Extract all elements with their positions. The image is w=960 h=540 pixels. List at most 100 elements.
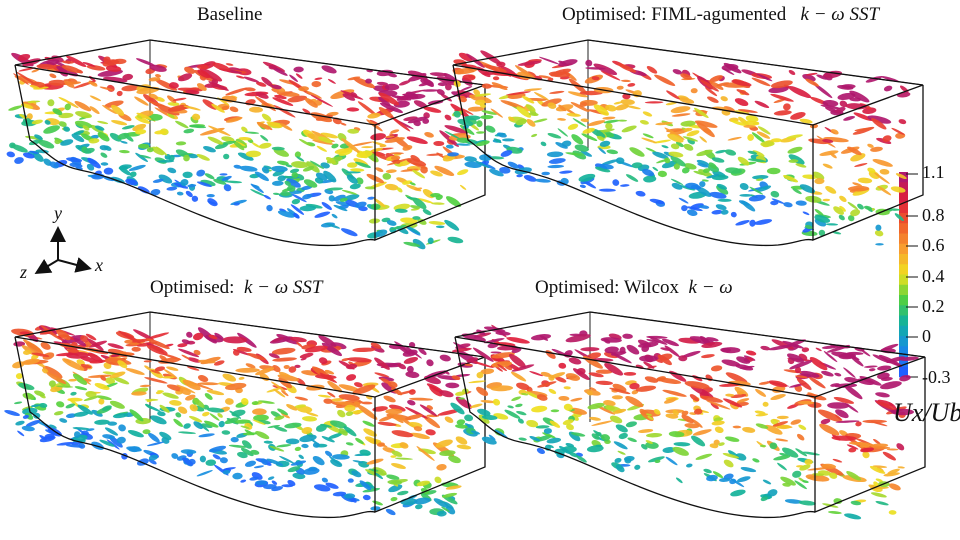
vortex-structure	[328, 433, 343, 439]
vortex-structure	[384, 183, 399, 191]
vortex-structure	[572, 368, 590, 381]
vortex-structure	[362, 420, 375, 427]
vortex-structure	[749, 219, 756, 227]
vortex-structure	[855, 421, 862, 427]
vortex-structure	[391, 463, 406, 469]
panel-title-baseline: Baseline	[197, 4, 263, 25]
vortex-structure	[395, 457, 413, 460]
vortex-structure	[221, 105, 230, 111]
vortex-structure	[258, 142, 272, 149]
vortex-structure	[185, 190, 193, 198]
vortex-structure	[86, 65, 106, 71]
vortex-structure	[768, 86, 789, 94]
vortex-structure	[377, 442, 385, 447]
vortex-structure	[41, 368, 49, 374]
vortex-structure	[207, 198, 218, 207]
vortex-structure	[150, 415, 167, 425]
panel-2	[444, 39, 924, 247]
colorbar-tick: 0	[922, 326, 931, 346]
vortex-structure	[340, 122, 347, 126]
vortex-structure	[683, 143, 694, 151]
vortex-structure	[245, 363, 256, 369]
vortex-structure	[49, 73, 57, 79]
vortex-structure	[107, 343, 124, 349]
vortex-structure	[427, 237, 434, 245]
vortex-structure	[600, 337, 622, 343]
vortex-structure	[346, 174, 358, 184]
vortex-structure	[47, 99, 55, 107]
vortex-structure	[782, 447, 799, 458]
vortex-structure	[296, 341, 303, 348]
vortex-structure	[794, 366, 802, 374]
vortex-structure	[745, 350, 757, 356]
vortex-structure	[754, 410, 766, 415]
colorbar-tick: 0.2	[922, 296, 945, 316]
vortex-structure	[307, 133, 324, 142]
vortex-structure	[224, 417, 239, 425]
vortex-structure	[492, 76, 500, 81]
vortex-structure	[157, 411, 166, 417]
vortex-structure	[722, 68, 735, 75]
vortex-structure	[224, 180, 243, 184]
vortex-structure	[686, 463, 693, 468]
vortex-structure	[635, 190, 646, 197]
vortex-structure	[223, 184, 232, 192]
vortex-structure	[732, 425, 742, 429]
vortex-structure	[56, 442, 75, 446]
vortex-structure	[167, 95, 177, 104]
vortex-structure	[629, 147, 645, 157]
vortex-structure	[555, 376, 567, 383]
vortex-structure	[127, 430, 144, 438]
vortex-structure	[180, 179, 189, 186]
vortex-structure	[331, 213, 338, 219]
vortex-structure	[143, 360, 152, 363]
vortex-structure	[193, 349, 201, 356]
vortex-structure	[574, 144, 589, 152]
vortex-structure	[833, 396, 855, 404]
vortex-structure	[298, 86, 309, 92]
vortex-structure	[461, 333, 486, 342]
vortex-structure	[700, 395, 723, 403]
vortex-structure	[847, 215, 855, 222]
vortex-structure	[780, 476, 796, 486]
vortex-structure	[725, 393, 735, 397]
vortex-structure	[693, 170, 706, 176]
vortex-structure	[352, 347, 376, 353]
vortex-structure	[192, 332, 204, 341]
vortex-structure	[146, 344, 168, 356]
vortex-structure	[844, 385, 863, 400]
vortex-structure	[706, 174, 720, 179]
vortex-structure	[312, 455, 325, 466]
vortex-structure	[792, 188, 802, 195]
vortex-structure	[131, 346, 141, 352]
vortex-structure	[474, 160, 490, 169]
vortex-structure	[638, 429, 654, 433]
vortex-structure	[670, 106, 691, 114]
vortex-structure	[6, 151, 16, 158]
vortex-structure	[119, 167, 132, 176]
vortex-structure	[311, 81, 322, 88]
vortex-structure	[151, 146, 165, 156]
vortex-structure	[429, 72, 448, 77]
vortex-structure	[439, 450, 456, 456]
vortex-structure	[523, 88, 543, 91]
vortex-structure	[457, 169, 469, 176]
vortex-structure	[255, 480, 268, 486]
vortex-structure	[413, 497, 431, 505]
vortex-structure	[854, 127, 873, 132]
vortex-structure	[273, 388, 286, 398]
vortex-structure	[426, 359, 434, 367]
vortex-structure	[612, 408, 627, 414]
vortex-structure	[490, 385, 514, 392]
vortex-structure	[375, 167, 384, 173]
vortex-structure	[385, 508, 396, 516]
vortex-structure	[89, 95, 102, 102]
vortex-structure	[611, 395, 623, 400]
vortex-structure	[783, 103, 791, 111]
vortex-structure	[863, 205, 873, 211]
vortex-structure	[595, 380, 613, 386]
vortex-structure	[745, 115, 759, 123]
vortex-structure	[717, 198, 732, 202]
vortex-structure	[783, 202, 793, 208]
